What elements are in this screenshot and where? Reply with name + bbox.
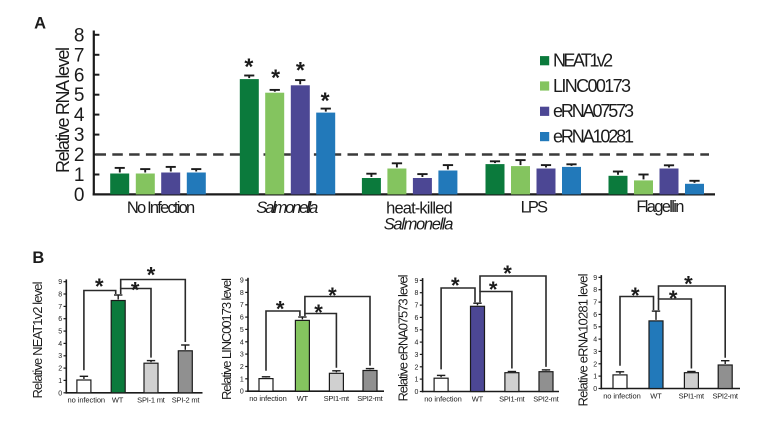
svg-text:0: 0 (414, 389, 418, 396)
svg-text:*: * (276, 297, 285, 322)
svg-text:7: 7 (74, 45, 85, 66)
svg-text:0: 0 (74, 185, 85, 206)
svg-text:*: * (684, 272, 693, 297)
svg-text:1: 1 (58, 378, 62, 385)
svg-text:4: 4 (58, 341, 62, 348)
svg-text:SPI-2 mt: SPI-2 mt (172, 396, 201, 405)
svg-text:2: 2 (593, 361, 597, 368)
svg-text:8: 8 (74, 25, 85, 46)
svg-text:WT: WT (650, 391, 662, 400)
svg-text:eRNA07573: eRNA07573 (553, 101, 634, 121)
svg-text:6: 6 (74, 65, 85, 86)
svg-text:*: * (244, 54, 253, 80)
svg-text:6: 6 (58, 316, 62, 323)
svg-text:B: B (32, 249, 44, 267)
svg-text:9: 9 (58, 279, 62, 286)
svg-text:Flagellin: Flagellin (636, 198, 684, 216)
svg-text:0: 0 (58, 390, 62, 397)
svg-text:WT: WT (472, 394, 484, 403)
svg-text:3: 3 (74, 125, 85, 146)
svg-text:*: * (147, 262, 156, 287)
svg-text:SPI1-mt: SPI1-mt (324, 394, 350, 403)
svg-text:9: 9 (414, 278, 418, 285)
svg-text:no infection: no infection (249, 394, 287, 403)
svg-text:Salmonella: Salmonella (384, 216, 454, 234)
svg-text:*: * (131, 278, 140, 303)
svg-text:5: 5 (240, 327, 244, 334)
svg-text:eRNA10281: eRNA10281 (553, 127, 634, 147)
svg-text:*: * (314, 300, 323, 325)
svg-text:No Infection: No Infection (127, 199, 195, 217)
svg-text:1: 1 (414, 377, 418, 384)
svg-text:8: 8 (58, 292, 62, 299)
svg-text:*: * (95, 274, 104, 299)
svg-text:2: 2 (240, 364, 244, 371)
svg-text:3: 3 (593, 349, 597, 356)
svg-text:2: 2 (74, 145, 85, 166)
svg-text:no infection: no infection (68, 396, 106, 405)
svg-text:Relative NEAT1v2 level: Relative NEAT1v2 level (30, 281, 45, 398)
svg-text:7: 7 (240, 302, 244, 309)
svg-text:Relative RNA level: Relative RNA level (53, 47, 73, 173)
svg-text:SPI2-mt: SPI2-mt (712, 391, 738, 400)
svg-text:1: 1 (593, 374, 597, 381)
svg-text:WT: WT (297, 394, 309, 403)
svg-text:LINC00173: LINC00173 (553, 76, 631, 96)
svg-text:1: 1 (74, 165, 85, 186)
svg-text:SPI2-mt: SPI2-mt (533, 394, 559, 403)
svg-text:A: A (34, 15, 46, 33)
svg-text:1: 1 (240, 376, 244, 383)
svg-text:6: 6 (414, 315, 418, 322)
svg-text:5: 5 (74, 85, 85, 106)
svg-text:no infection: no infection (424, 394, 462, 403)
svg-text:*: * (631, 283, 640, 308)
svg-text:3: 3 (414, 352, 418, 359)
svg-text:no infection: no infection (603, 391, 641, 400)
svg-text:SPI-1 mt: SPI-1 mt (137, 396, 166, 405)
svg-text:7: 7 (414, 303, 418, 310)
svg-text:SPI1-mt: SPI1-mt (499, 394, 525, 403)
svg-text:2: 2 (414, 364, 418, 371)
svg-text:4: 4 (240, 339, 244, 346)
svg-text:*: * (503, 261, 512, 286)
svg-text:*: * (328, 283, 337, 308)
svg-text:8: 8 (414, 290, 418, 297)
svg-text:*: * (271, 65, 280, 91)
svg-text:heat-killed: heat-killed (386, 199, 453, 217)
svg-text:LPS: LPS (521, 198, 548, 216)
svg-text:6: 6 (593, 312, 597, 319)
svg-text:0: 0 (593, 386, 597, 393)
svg-text:3: 3 (58, 353, 62, 360)
svg-text:8: 8 (240, 290, 244, 297)
svg-text:Relative eRNA10281 level: Relative eRNA10281 level (576, 273, 591, 406)
svg-text:*: * (296, 57, 305, 83)
svg-text:7: 7 (58, 304, 62, 311)
svg-text:4: 4 (74, 105, 85, 126)
svg-text:4: 4 (414, 340, 418, 347)
svg-text:4: 4 (593, 337, 597, 344)
svg-text:8: 8 (593, 287, 597, 294)
svg-text:WT: WT (112, 396, 124, 405)
svg-text:SPI1-mt: SPI1-mt (679, 391, 705, 400)
svg-text:NEAT1v2: NEAT1v2 (553, 51, 613, 71)
svg-text:5: 5 (593, 324, 597, 331)
svg-text:Relative eRNA07573 level: Relative eRNA07573 level (396, 274, 411, 401)
svg-text:*: * (321, 88, 330, 114)
svg-text:6: 6 (240, 315, 244, 322)
svg-text:*: * (669, 286, 678, 311)
svg-text:*: * (489, 277, 498, 302)
svg-text:SPI2-mt: SPI2-mt (357, 394, 383, 403)
svg-text:Salmonella: Salmonella (256, 199, 318, 217)
svg-text:*: * (451, 273, 460, 298)
svg-text:0: 0 (240, 389, 244, 396)
svg-text:9: 9 (593, 275, 597, 282)
svg-text:Relative LINC00173 level: Relative LINC00173 level (219, 278, 234, 400)
svg-text:2: 2 (58, 366, 62, 373)
svg-text:7: 7 (593, 300, 597, 307)
svg-text:5: 5 (414, 327, 418, 334)
svg-text:5: 5 (58, 329, 62, 336)
svg-text:3: 3 (240, 352, 244, 359)
svg-text:9: 9 (240, 278, 244, 285)
